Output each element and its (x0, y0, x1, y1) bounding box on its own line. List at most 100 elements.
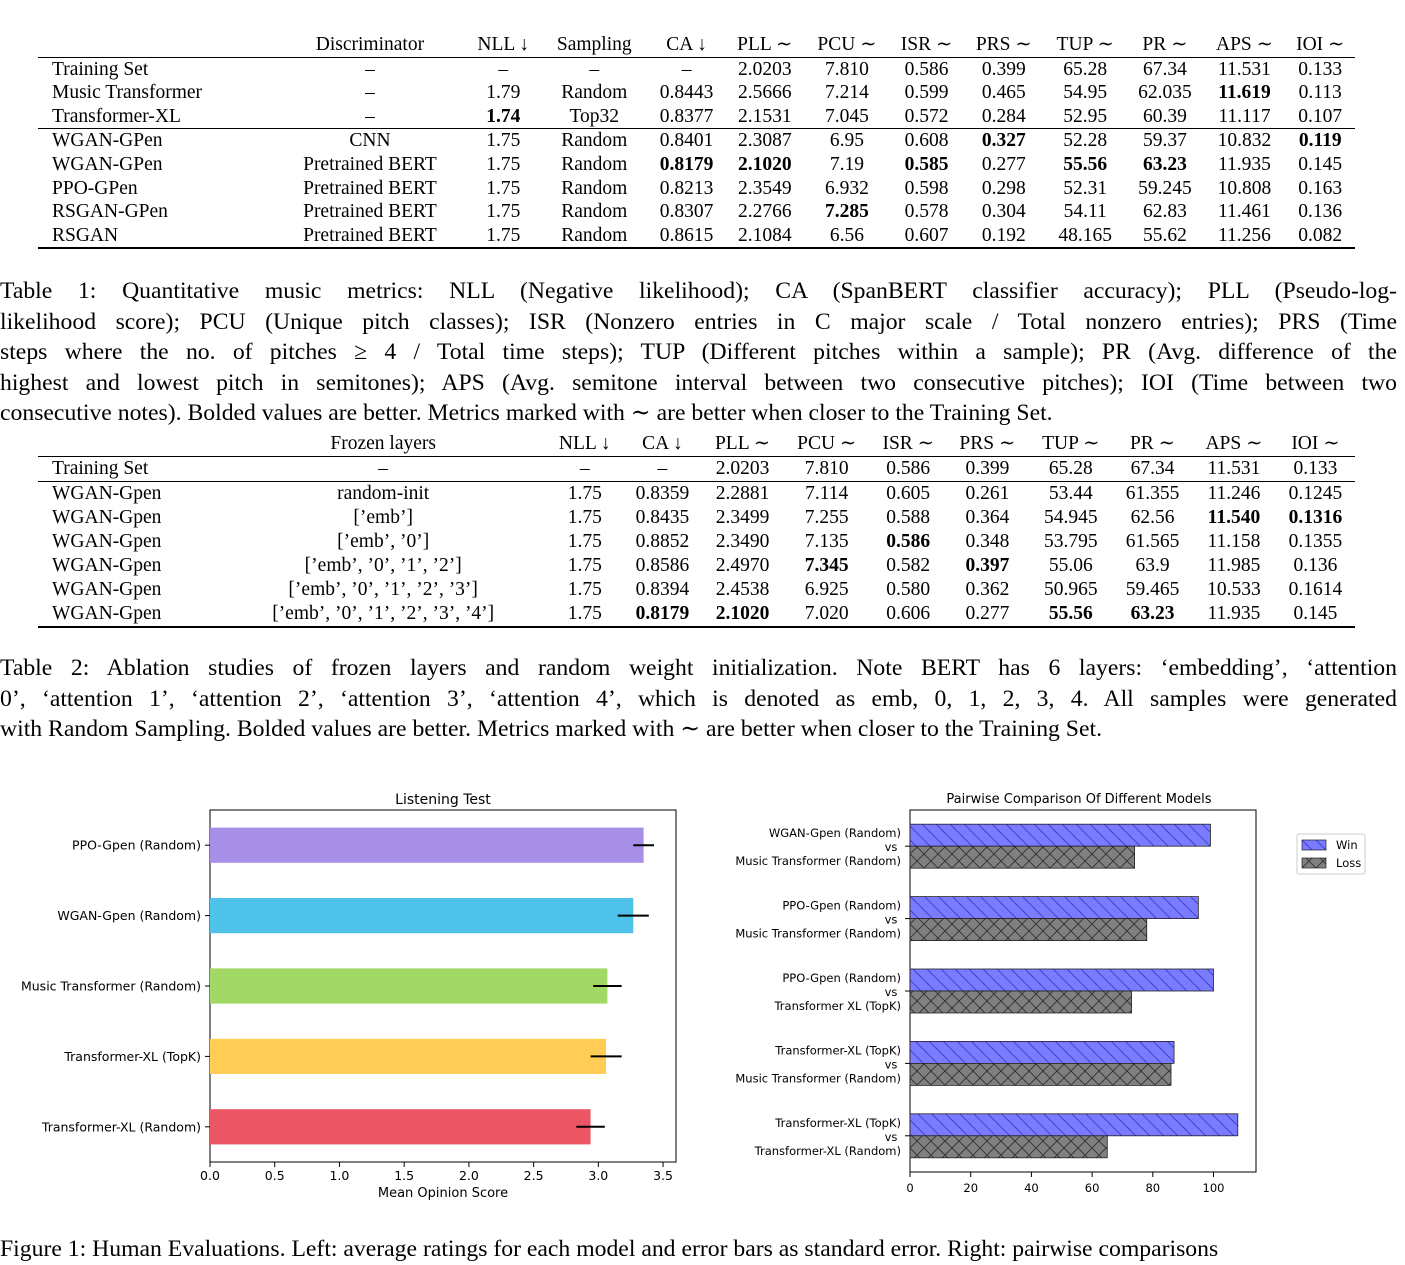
table2-cell: 0.277 (946, 602, 1029, 628)
pairwise-win-bar (909, 968, 1214, 992)
table2-cell: 11.531 (1191, 456, 1276, 482)
table2-header-cell: PCU ∼ (783, 432, 871, 457)
table1-header-cell: IOI ∼ (1285, 33, 1355, 58)
table1-cell: 52.95 (1043, 104, 1127, 130)
table1-cell: 0.107 (1285, 104, 1355, 130)
pairwise-category-label: Transformer XL (TopK) (773, 999, 901, 1013)
table2-cell: 0.606 (870, 602, 947, 628)
table1-cell: 59.37 (1143, 130, 1187, 152)
table1-cell: 7.214 (825, 82, 869, 104)
pairwise-category-label: Transformer-XL (TopK) (774, 1043, 901, 1057)
table1-cell: – (498, 58, 509, 80)
table2-header-cell: TUP ∼ (1028, 432, 1114, 457)
table2-cell: 0.586 (870, 456, 947, 482)
table1-cell: 11.619 (1218, 82, 1271, 104)
table1-cell: Random (561, 82, 628, 104)
pairwise-category-label: Music Transformer (Random) (735, 927, 901, 941)
pairwise-category-label: Music Transformer (Random) (735, 1071, 901, 1085)
table1-cell: 0.327 (981, 130, 1026, 152)
listening-test-xtick-label: 2.0 (459, 1168, 479, 1183)
table2-cell: 0.588 (886, 507, 931, 529)
table2-cell: 2.4538 (715, 579, 770, 601)
table2-cell: 0.8179 (622, 602, 702, 628)
table2-cell: 2.1020 (701, 602, 784, 628)
table1-cell: RSGAN-GPen (52, 201, 168, 223)
table2-cell: 7.135 (804, 531, 849, 553)
table2-cell: 11.246 (1207, 483, 1261, 505)
table1-cell: Random (540, 223, 649, 250)
pairwise-category-label: PPO-Gpen (Random) (782, 899, 901, 913)
table1-cell: Random (561, 177, 628, 199)
table2-header-cell: IOI ∼ (1275, 432, 1355, 457)
table2-cell: 1.75 (567, 555, 602, 577)
table1-cell: 0.119 (1298, 130, 1342, 152)
pairwise-xtick-label: 60 (1085, 1181, 1100, 1195)
table2-header-cell: APS ∼ (1191, 432, 1276, 457)
table1-cell: Pretrained BERT (303, 177, 437, 199)
table1-row: RSGAN-GPen Pretrained BERT 1.75 Random 0.830… (38, 200, 1355, 224)
table-2: Frozen layers NLL ↓ CA ↓ PLL ∼ PCU ∼ ISR ∼ PRS… (38, 432, 1355, 628)
table1-cell: 2.3549 (737, 177, 792, 199)
table1-header-cell: TUP ∼ (1043, 33, 1127, 58)
table2-cell: 50.965 (1043, 579, 1098, 601)
table2-cell: 0.261 (965, 483, 1010, 505)
listening-test-xtick-label: 2.5 (524, 1168, 544, 1183)
table1-cell: 0.304 (981, 201, 1026, 223)
table1-cell: 2.1020 (737, 154, 792, 176)
pairwise-category-label: Music Transformer (Random) (735, 854, 901, 868)
table1-cell: Pretrained BERT (303, 201, 437, 223)
table-2-caption: Table 2: Ablation studies of frozen laye… (0, 653, 1397, 745)
listening-test-xtick-label: 3.0 (588, 1168, 608, 1183)
table1-cell: 0.192 (963, 223, 1044, 250)
table1-cell: 11.256 (1203, 223, 1286, 250)
pairwise-loss-bar (909, 1063, 1172, 1086)
table1-cell: WGAN-GPen (52, 154, 163, 176)
table1-cell: 7.045 (804, 104, 890, 130)
listening-test-bar (210, 1038, 607, 1074)
table2-cell: 2.4970 (715, 555, 770, 577)
table2-cell: WGAN-Gpen (52, 507, 162, 529)
table2-cell: 1.75 (567, 531, 602, 553)
listening-test-xtick-label: 1.0 (329, 1168, 349, 1183)
table1-cell: 2.0203 (737, 58, 792, 80)
table1-cell: – (681, 58, 692, 80)
table1-cell: – (273, 104, 467, 130)
table2-cell: [’emb’] (353, 507, 413, 529)
table2-row: WGAN-Gpen [’emb’, ’0’, ’1’, ’2’, ’3’] 1.75… (38, 578, 1355, 602)
pairwise-category-label: vs (885, 913, 898, 927)
table1-cell: 2.5666 (737, 82, 792, 104)
table1-cell: 11.935 (1218, 154, 1271, 176)
table2-header-cell: ISR ∼ (870, 432, 947, 457)
table2-cell: WGAN-Gpen (38, 602, 220, 628)
pairwise-loss-bar (909, 845, 1135, 869)
table2-cell: 10.533 (1207, 579, 1261, 601)
table2-header-cell: PRS ∼ (946, 432, 1029, 457)
table1-cell: 1.75 (486, 201, 521, 223)
table2-cell: [’emb’, ’0’, ’1’, ’2’] (304, 555, 462, 577)
pairwise-legend-swatch (1301, 839, 1327, 851)
table1-header-cell: PLL ∼ (725, 33, 805, 58)
table2-cell: 11.935 (1191, 602, 1276, 628)
pairwise-xtick-label: 20 (963, 1181, 978, 1195)
table1-cell: 6.56 (804, 223, 890, 250)
table1-cell: 11.117 (1203, 104, 1286, 130)
table1-header-cell: ISR ∼ (889, 33, 964, 58)
table2-cell: 11.540 (1207, 507, 1261, 529)
table1-cell: 0.598 (904, 177, 949, 199)
pairwise-category-label: vs (885, 1057, 898, 1071)
table2-cell: 0.8394 (635, 579, 690, 601)
table1-header-cell: Discriminator (273, 33, 467, 58)
table1-cell: 0.163 (1298, 177, 1343, 199)
pairwise-category-label: PPO-Gpen (Random) (782, 971, 901, 985)
table2-cell: 1.75 (546, 602, 623, 628)
table1-cell: 0.113 (1298, 82, 1342, 104)
pairwise-category-label: vs (885, 840, 898, 854)
table1-header-row: Discriminator NLL ↓ Sampling CA ↓ PLL ∼ PCU ∼… (38, 33, 1355, 58)
table2-cell: WGAN-Gpen (52, 579, 162, 601)
table2-cell: 7.810 (783, 456, 871, 482)
caption-line: 0’, ‘attention 1’, ‘attention 2’, ‘atten… (0, 685, 1397, 712)
table1-cell: RSGAN (38, 223, 274, 250)
table2-cell: Training Set (38, 456, 220, 482)
table1-cell: Top32 (540, 104, 649, 130)
table1-cell: 63.23 (1143, 154, 1187, 176)
